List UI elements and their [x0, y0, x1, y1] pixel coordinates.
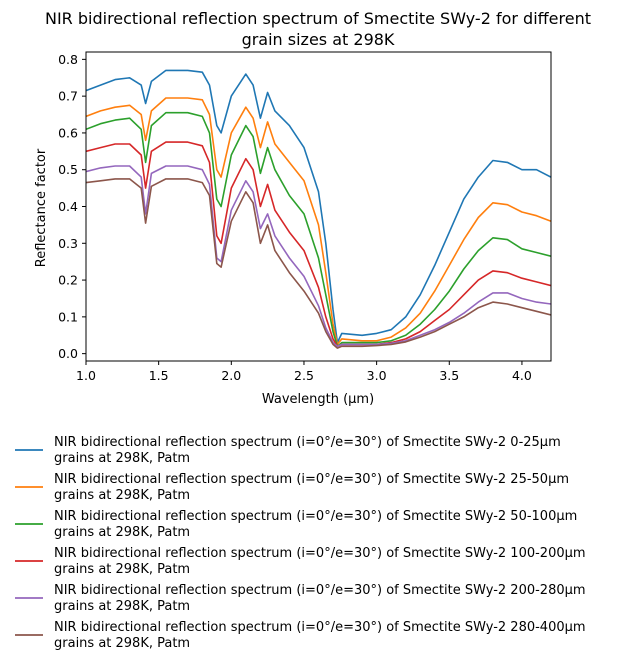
y-tick-label: 0.7 [58, 89, 78, 104]
legend-label-1: NIR bidirectional reflection spectrum (i… [54, 435, 561, 450]
legend-label-5-line-2: grains at 298K, Patm [54, 599, 190, 614]
y-tick-label: 0.0 [58, 346, 78, 361]
chart-title-line-2: grain sizes at 298K [242, 30, 395, 49]
y-axis-ticks: 0.0 0.1 0.2 0.3 0.4 0.5 0.6 0.7 0.8 [58, 52, 86, 361]
y-tick-label: 0.6 [58, 125, 78, 140]
x-tick-label: 1.0 [76, 368, 96, 383]
legend-label-2: NIR bidirectional reflection spectrum (i… [54, 472, 569, 487]
x-axis-ticks: 1.0 1.5 2.0 2.5 3.0 3.5 4.0 [76, 361, 532, 383]
legend-label-3-line-2: grains at 298K, Patm [54, 525, 190, 540]
y-tick-label: 0.8 [58, 52, 78, 67]
plot-area [85, 51, 552, 362]
legend-label-4: NIR bidirectional reflection spectrum (i… [54, 546, 586, 561]
x-tick-label: 1.5 [149, 368, 169, 383]
legend-label-6: NIR bidirectional reflection spectrum (i… [54, 620, 586, 635]
legend-label-2-line-2: grains at 298K, Patm [54, 488, 190, 503]
y-tick-label: 0.5 [58, 162, 78, 177]
y-tick-label: 0.2 [58, 273, 78, 288]
series-line-6 [86, 178, 551, 349]
y-tick-label: 0.4 [58, 199, 78, 214]
y-tick-label: 0.1 [58, 309, 78, 324]
y-tick-label: 0.3 [58, 236, 78, 251]
x-tick-label: 4.0 [512, 368, 532, 383]
series-line-2 [86, 97, 551, 346]
legend-label-1-line-2: grains at 298K, Patm [54, 451, 190, 466]
x-tick-label: 2.5 [294, 368, 314, 383]
legend-label-4-line-2: grains at 298K, Patm [54, 562, 190, 577]
legend: NIR bidirectional reflection spectrum (i… [15, 435, 586, 651]
x-tick-label: 3.0 [367, 368, 387, 383]
x-axis-label: Wavelength (μm) [262, 392, 374, 407]
series-line-1 [86, 69, 551, 344]
y-axis-label: Reflectance factor [34, 148, 49, 267]
legend-label-3: NIR bidirectional reflection spectrum (i… [54, 509, 577, 524]
chart-title-line-1: NIR bidirectional reflection spectrum of… [45, 9, 591, 28]
x-tick-label: 2.0 [221, 368, 241, 383]
legend-label-6-line-2: grains at 298K, Patm [54, 636, 190, 651]
series-line-3 [86, 111, 551, 348]
series-line-4 [86, 141, 551, 348]
series-line-5 [86, 165, 551, 348]
legend-label-5: NIR bidirectional reflection spectrum (i… [54, 583, 586, 598]
x-tick-label: 3.5 [439, 368, 459, 383]
